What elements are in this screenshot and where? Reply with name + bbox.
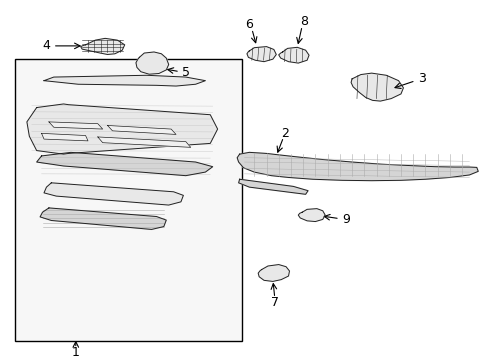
Polygon shape bbox=[350, 73, 403, 101]
Polygon shape bbox=[49, 122, 102, 129]
Text: 2: 2 bbox=[280, 127, 288, 140]
Text: 9: 9 bbox=[342, 213, 349, 226]
Polygon shape bbox=[107, 126, 176, 134]
Polygon shape bbox=[278, 47, 308, 63]
Polygon shape bbox=[258, 265, 289, 282]
Polygon shape bbox=[37, 152, 212, 176]
Bar bbox=[15, 59, 242, 341]
Polygon shape bbox=[298, 209, 325, 221]
Polygon shape bbox=[246, 46, 276, 62]
Polygon shape bbox=[44, 75, 205, 86]
Polygon shape bbox=[44, 183, 183, 205]
Text: 6: 6 bbox=[245, 18, 253, 31]
Text: 1: 1 bbox=[72, 346, 80, 359]
Polygon shape bbox=[238, 179, 307, 194]
Text: 5: 5 bbox=[182, 66, 190, 79]
Text: 8: 8 bbox=[300, 15, 307, 28]
Text: 7: 7 bbox=[270, 296, 278, 310]
Polygon shape bbox=[136, 52, 168, 74]
Polygon shape bbox=[41, 133, 88, 141]
Text: 4: 4 bbox=[42, 39, 50, 53]
Text: 3: 3 bbox=[417, 72, 425, 85]
Polygon shape bbox=[237, 152, 477, 181]
Polygon shape bbox=[40, 208, 166, 229]
Polygon shape bbox=[27, 104, 217, 154]
Polygon shape bbox=[98, 137, 190, 147]
Polygon shape bbox=[81, 39, 124, 54]
